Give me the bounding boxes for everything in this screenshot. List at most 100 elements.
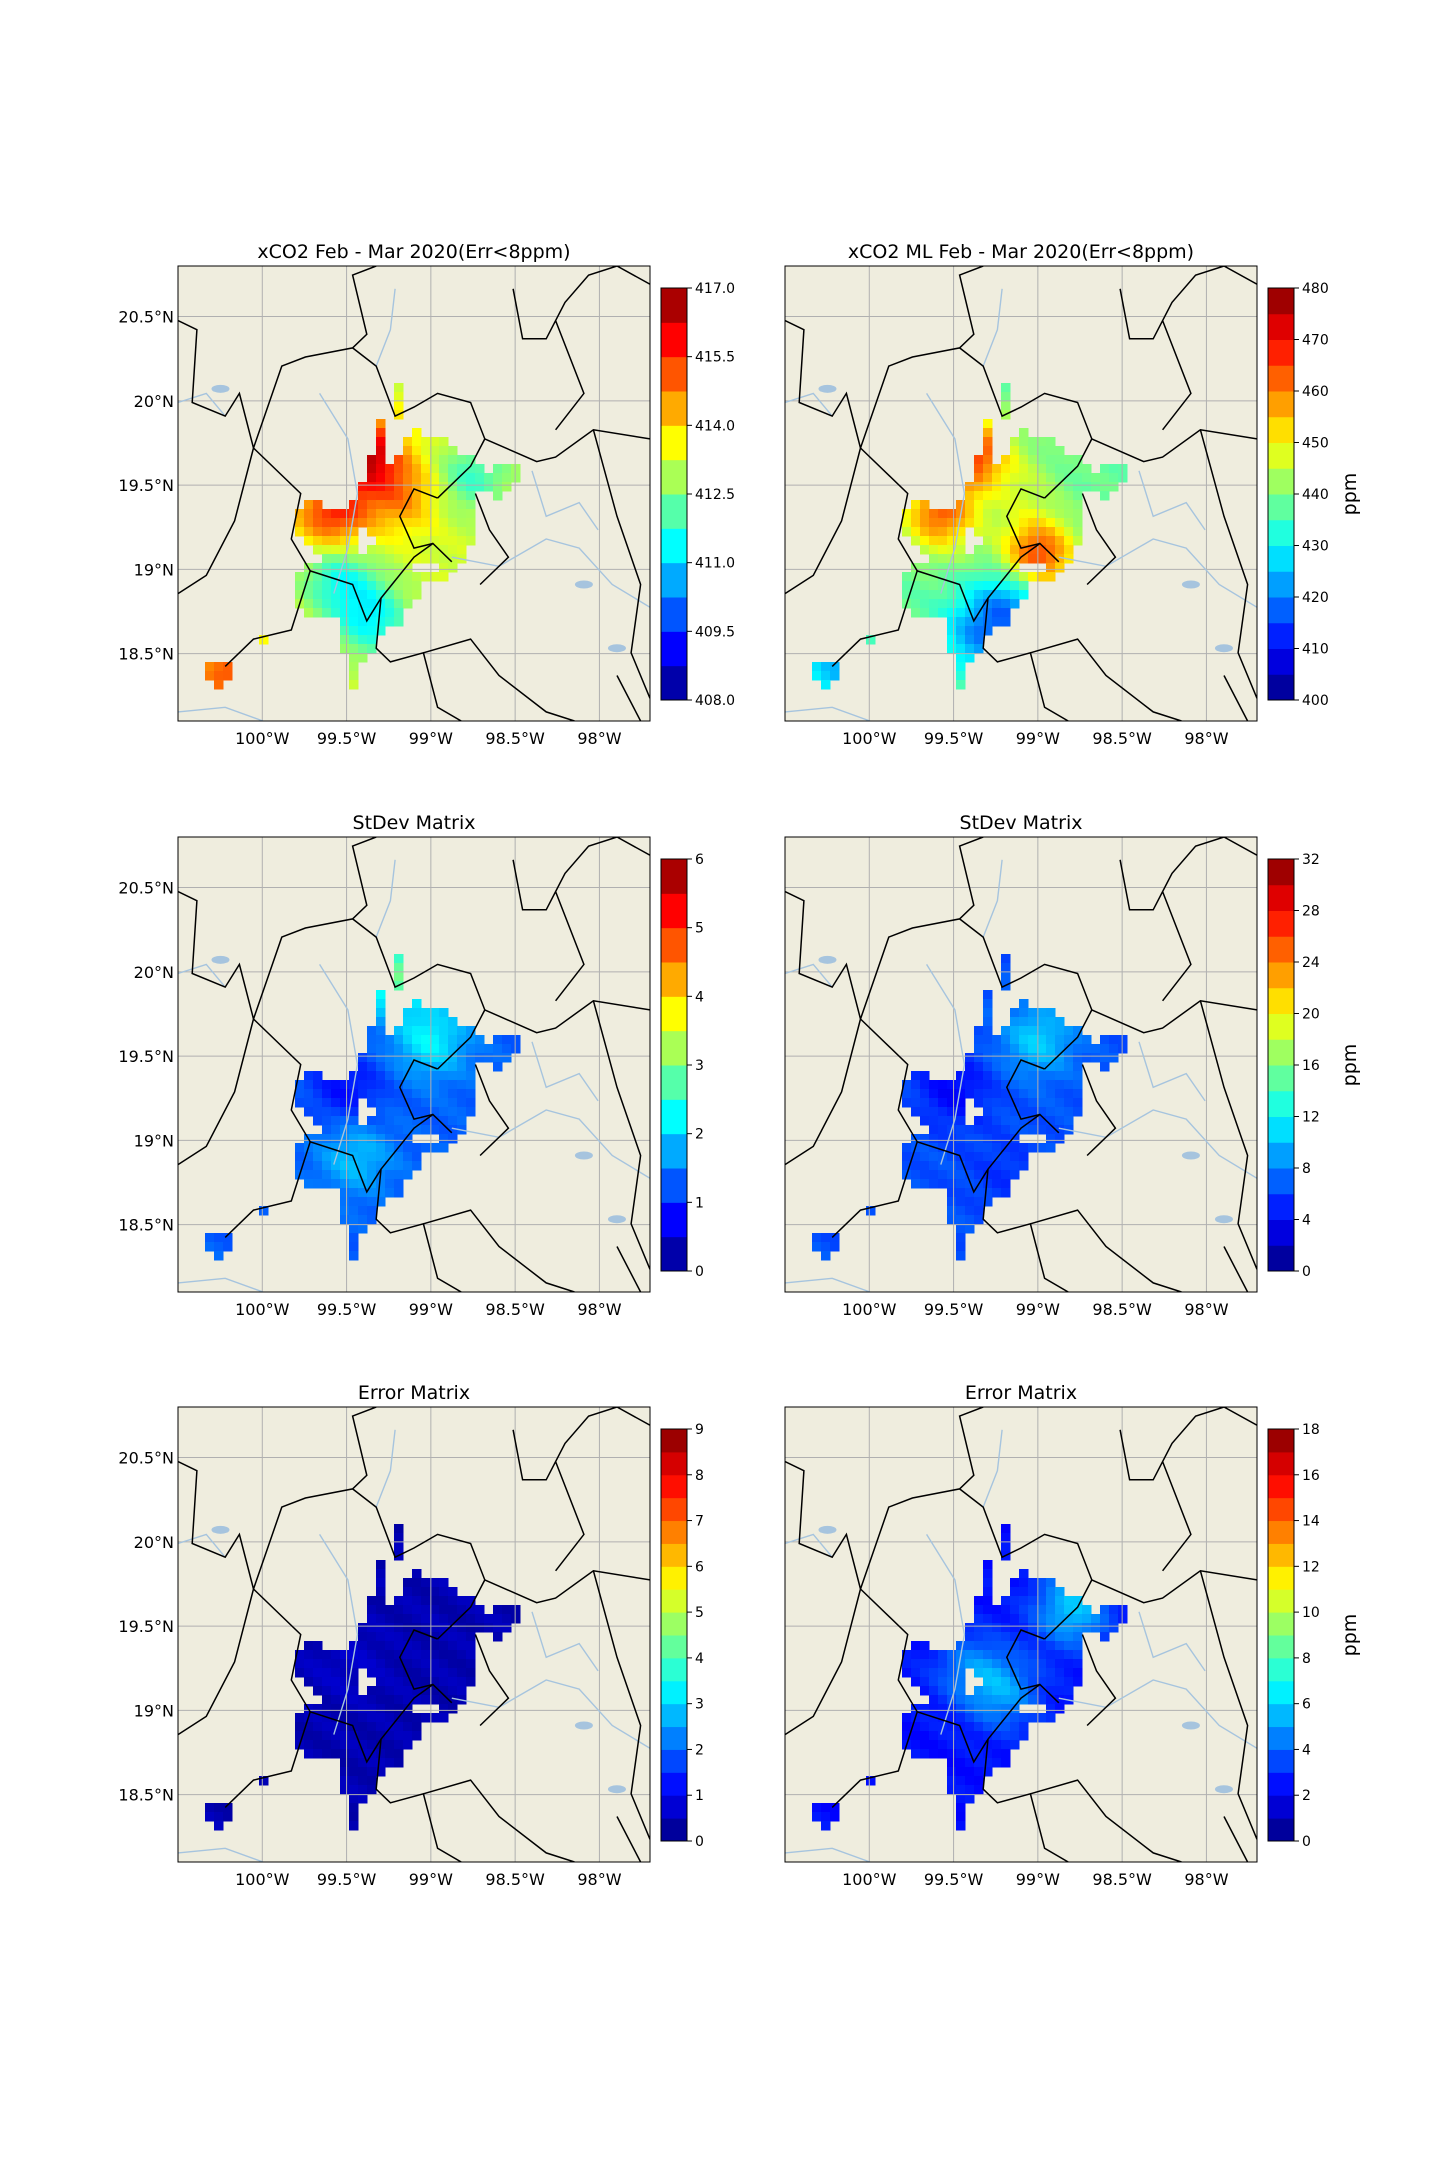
data-cell [965, 1704, 975, 1714]
data-cell [367, 644, 377, 654]
colorbar-band [661, 893, 687, 929]
data-cell [457, 1071, 467, 1081]
data-cell [358, 1179, 368, 1189]
data-cell [974, 1062, 984, 1072]
data-cell [956, 1785, 966, 1795]
data-cell [947, 1197, 957, 1207]
data-cell [385, 491, 395, 501]
data-cell [938, 1695, 948, 1705]
data-cell [929, 1179, 939, 1189]
data-cell [1037, 1695, 1047, 1705]
data-cell [421, 1008, 431, 1018]
data-cell [1046, 1017, 1056, 1027]
data-cell [403, 1713, 413, 1723]
data-cell [1064, 536, 1074, 546]
data-cell [1010, 1116, 1020, 1126]
data-cell [1001, 1134, 1011, 1144]
data-cell [992, 1713, 1002, 1723]
data-cell [992, 536, 1002, 546]
colorbar-tick-label: 2 [1302, 1788, 1311, 1804]
data-cell [439, 491, 449, 501]
data-cell [376, 1035, 386, 1045]
data-cell [439, 1134, 449, 1144]
data-cell [1001, 536, 1011, 546]
data-cell [938, 509, 948, 519]
data-cell [385, 1116, 395, 1126]
data-cell [929, 1668, 939, 1678]
colorbar-tick-label: 8 [695, 1468, 704, 1484]
data-cell [214, 1251, 224, 1261]
data-cell [1064, 1686, 1074, 1696]
data-cell [394, 1107, 404, 1117]
data-cell [448, 1632, 458, 1642]
data-cell [1055, 1026, 1065, 1036]
data-cell [1028, 1080, 1038, 1090]
data-cell [1064, 1605, 1074, 1615]
data-cell [421, 1623, 431, 1633]
data-cell [358, 1071, 368, 1081]
data-cell [983, 545, 993, 555]
data-cell [956, 1803, 966, 1813]
colorbar-tick-label: 450 [1302, 436, 1329, 452]
data-cell [974, 1659, 984, 1669]
data-cell [376, 1659, 386, 1669]
data-cell [430, 1578, 440, 1588]
data-cell [358, 1197, 368, 1207]
data-cell [965, 1089, 975, 1099]
data-cell [1091, 1044, 1101, 1054]
data-cell [439, 446, 449, 456]
data-cell [965, 509, 975, 519]
data-cell [938, 1668, 948, 1678]
data-cell [1019, 1569, 1029, 1579]
data-cell [956, 1821, 966, 1831]
data-cell [821, 680, 831, 690]
data-cell [1028, 1116, 1038, 1126]
data-cell [965, 590, 975, 600]
data-cell [983, 1623, 993, 1633]
data-cell [412, 572, 422, 582]
data-cell [947, 1731, 957, 1741]
data-cell [1055, 1614, 1065, 1624]
data-cell [1046, 1596, 1056, 1606]
data-cell [1055, 1695, 1065, 1705]
data-cell [340, 1188, 350, 1198]
data-cell [322, 1668, 332, 1678]
data-cell [1100, 482, 1110, 492]
data-cell [367, 1758, 377, 1768]
data-cell [974, 1035, 984, 1045]
data-cell [1037, 545, 1047, 555]
data-cell [992, 518, 1002, 528]
data-cell [821, 1803, 831, 1813]
data-cell [1019, 1659, 1029, 1669]
data-cell [956, 680, 966, 690]
data-cell [403, 581, 413, 591]
data-cell [439, 1614, 449, 1624]
data-cell [821, 1251, 831, 1261]
data-cell [1001, 1044, 1011, 1054]
data-cell [340, 1659, 350, 1669]
data-cell [376, 617, 386, 627]
data-cell [1001, 1668, 1011, 1678]
data-cell [956, 617, 966, 627]
data-cell [295, 1713, 305, 1723]
data-cell [911, 599, 921, 609]
data-cell [421, 1026, 431, 1036]
data-cell [394, 464, 404, 474]
data-cell [502, 1614, 512, 1624]
data-cell [367, 1044, 377, 1054]
data-cell [430, 554, 440, 564]
data-cell [259, 1206, 269, 1216]
data-cell [466, 527, 476, 537]
data-cell [965, 617, 975, 627]
data-cell [920, 1098, 930, 1108]
river-line [1138, 470, 1206, 531]
data-cell [403, 1641, 413, 1651]
data-cell [1028, 1008, 1038, 1018]
colorbar-band [661, 1772, 687, 1796]
data-cell [457, 464, 467, 474]
data-cell [938, 518, 948, 528]
data-cell [466, 536, 476, 546]
data-cell [812, 1233, 822, 1243]
data-cell [983, 1632, 993, 1642]
